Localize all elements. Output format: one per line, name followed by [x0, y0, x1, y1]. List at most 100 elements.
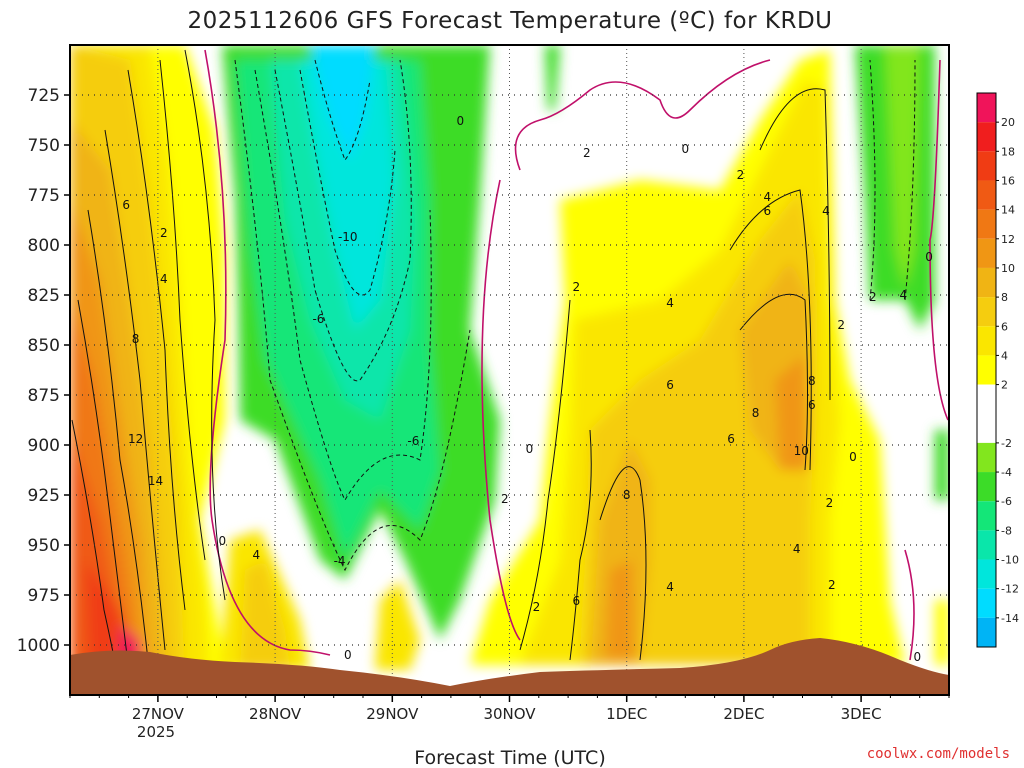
colorbar-bin — [977, 297, 996, 327]
contour-4 — [159, 59, 206, 561]
contour-label: 4 — [160, 272, 168, 286]
colorbar-frame — [976, 92, 997, 648]
zero-contour-low-right — [904, 549, 915, 661]
contour-label: 2 — [583, 146, 591, 160]
contour-label: 10 — [794, 444, 809, 458]
contour-4-east — [569, 429, 592, 661]
colorbar-bin — [977, 530, 996, 560]
contour-10 — [87, 209, 151, 681]
colorbar-tick-label: 6 — [1001, 320, 1008, 333]
credit-text: coolwx.com/models — [867, 746, 1010, 762]
x-tick-label: 1DEC — [606, 705, 647, 723]
contour-neg12 — [314, 59, 371, 162]
contour-label: 6 — [572, 594, 580, 608]
y-tick-label: 875 — [28, 386, 60, 406]
colorbar-bin — [977, 472, 996, 502]
colorbar-tick-label: 16 — [1001, 174, 1015, 187]
colorbar-tick-label: 12 — [1001, 233, 1015, 246]
contour-8-northeast — [739, 293, 808, 471]
contour-4-northeast — [759, 88, 831, 401]
y-tick-label: 775 — [28, 186, 60, 206]
field-band-neg4to-2-east — [885, 45, 920, 290]
y-tick-label: 925 — [28, 486, 60, 506]
contour-6-east — [599, 466, 647, 661]
contour-12 — [77, 299, 131, 681]
colorbar-bin — [977, 238, 996, 268]
y-tick-label: 900 — [28, 436, 60, 456]
contour-neg4-east — [904, 59, 916, 301]
contour-2 — [184, 49, 226, 601]
contour-6-northeast — [729, 189, 812, 471]
zero-contour-mid — [481, 179, 521, 641]
colorbar-tick-label: 2 — [1001, 379, 1008, 392]
y-axis: 725 750 775 800 825 850 875 900 925 950 975 1000 — [17, 86, 70, 656]
x-axis: 27NOV 28NOV 29NOV 30NOV 1DEC 2DEC 3DEC — [69, 695, 950, 723]
contour-label: 2 — [160, 226, 168, 240]
colorbar-bin — [977, 267, 996, 298]
colorbar-tick-label: -8 — [1001, 524, 1012, 537]
x-tick-label: 29NOV — [366, 705, 419, 723]
colorbar-tick-label: 20 — [1001, 116, 1015, 129]
contour-label: 0 — [925, 250, 933, 264]
contour-label: 4 — [253, 548, 261, 562]
contour-label: 0 — [456, 114, 464, 128]
contour-label: 0 — [914, 650, 922, 664]
contour-neg8 — [274, 59, 412, 382]
contour-label: 4 — [666, 580, 674, 594]
contour-label: 4 — [793, 542, 801, 556]
contour-label: 0 — [219, 534, 227, 548]
field-band-6to8-west — [240, 560, 290, 670]
y-tick-label: 975 — [28, 586, 60, 606]
x-tick-label: 28NOV — [249, 705, 302, 723]
x-tick-label: 30NOV — [483, 705, 536, 723]
contour-label: 6 — [666, 378, 674, 392]
colorbar-bin — [977, 442, 996, 473]
field-band-4to6-mid — [375, 580, 420, 670]
colorbar-bin — [977, 588, 996, 618]
x-tick-label: 2DEC — [723, 705, 764, 723]
y-tick-label: 850 — [28, 336, 60, 356]
colorbar-tick-label: -10 — [1001, 554, 1019, 567]
temperature-contours — [71, 49, 916, 681]
colorbar-bin — [977, 355, 996, 385]
x-tick-year: 2025 — [137, 723, 175, 741]
zero-contour-left — [204, 49, 331, 656]
colorbar-tick-label: -14 — [1001, 612, 1019, 625]
contour-label: -10 — [338, 230, 358, 244]
contour-label: 4 — [899, 288, 907, 302]
field-band-2to4-edge — [935, 600, 949, 665]
contour-label: 2 — [837, 318, 845, 332]
colorbar-tick-label: -2 — [1001, 437, 1012, 450]
colorbar-tick-label: -12 — [1001, 583, 1019, 596]
contour-label: 2 — [869, 290, 877, 304]
colorbar-tick-label: 18 — [1001, 145, 1015, 158]
field-band-10to12-northeast — [775, 355, 808, 470]
contour-label: 4 — [666, 296, 674, 310]
contour-label: -6 — [407, 434, 419, 448]
y-tick-label: 825 — [28, 286, 60, 306]
colorbar: 20 18 16 14 12 10 8 6 4 2 -2 -4 -6 -8 -10 -12 -14 — [976, 92, 1019, 648]
colorbar-bin — [977, 122, 996, 152]
contour-label: 4 — [822, 204, 830, 218]
colorbar-tick-label: 4 — [1001, 349, 1008, 362]
contour-label: 12 — [128, 432, 143, 446]
colorbar-tick-label: 10 — [1001, 262, 1015, 275]
contour-label: 0 — [526, 442, 534, 456]
contour-8 — [104, 129, 166, 651]
field-band-neg6to-4-thin — [545, 45, 560, 110]
colorbar-bin — [977, 151, 996, 181]
contour-label: -4 — [334, 554, 346, 568]
colorbar-bin — [977, 93, 996, 123]
contour-label: 8 — [808, 374, 816, 388]
contour-neg6 — [254, 69, 432, 502]
grid — [70, 45, 949, 695]
contour-2-east — [519, 299, 571, 651]
zero-contour-right — [929, 59, 949, 421]
colorbar-tick-label: -6 — [1001, 495, 1012, 508]
colorbar-tick-label: 8 — [1001, 291, 1008, 304]
contour-neg4 — [234, 59, 471, 572]
contour-label: 2 — [501, 492, 509, 506]
contour-label: 8 — [752, 406, 760, 420]
